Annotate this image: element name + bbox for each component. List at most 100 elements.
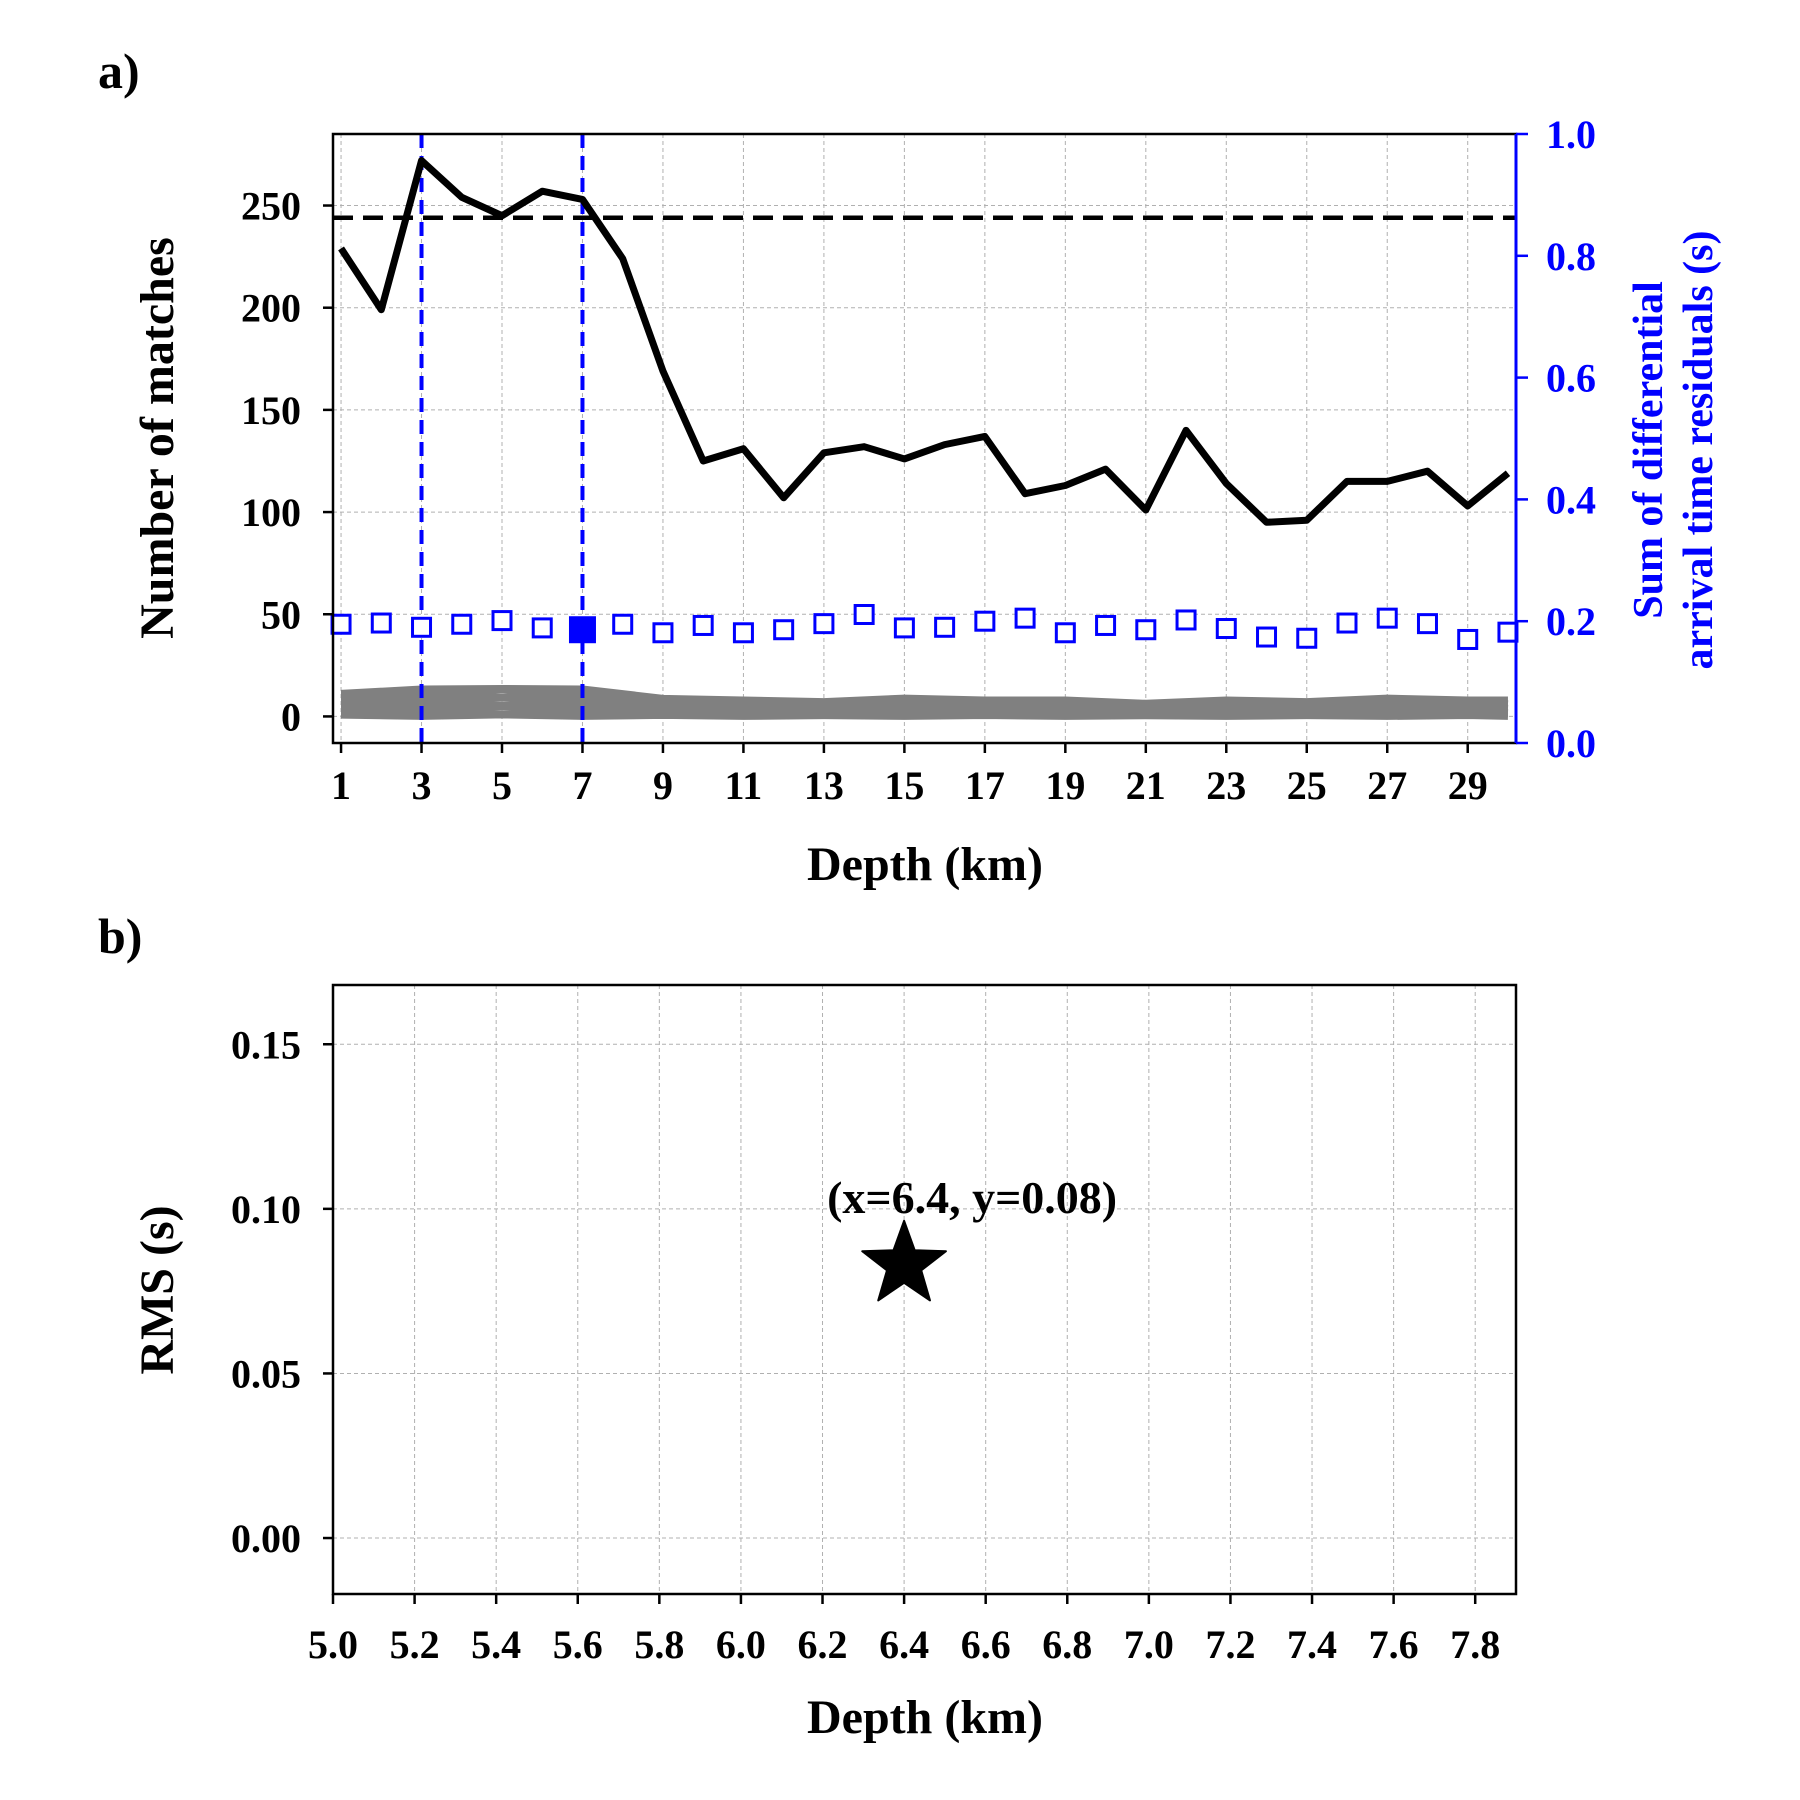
x-tick-label: 1 (331, 763, 351, 808)
x-tick-label: 9 (653, 763, 673, 808)
x-tick-label: 6.8 (1042, 1622, 1092, 1667)
x-tick-label: 27 (1367, 763, 1407, 808)
x-tick-label: 6.4 (879, 1622, 929, 1667)
residual-marker (692, 614, 714, 636)
y-tick-label: 0.00 (231, 1516, 301, 1561)
panel-a-y2-ticks: 0.0 0.2 0.4 0.6 0.8 1.0 (1514, 112, 1596, 766)
residual-marker (813, 613, 835, 635)
residual-marker (1497, 621, 1519, 643)
residual-marker (491, 610, 513, 632)
panel-b-annotation: (x=6.4, y=0.08) (827, 1172, 1117, 1223)
residual-marker (370, 612, 392, 634)
panel-a-frame (331, 132, 1518, 745)
y-tick-label: 0 (281, 694, 301, 739)
x-tick-label: 3 (412, 763, 432, 808)
x-tick-label: 17 (965, 763, 1005, 808)
panel-a-y-ticks: 0 50 100 150 200 250 (241, 184, 333, 739)
y-tick-label: 100 (241, 490, 301, 535)
panel-a-x-axis-label: Depth (km) (807, 838, 1043, 891)
y2-tick-label: 0.8 (1546, 234, 1596, 279)
residual-marker (1376, 607, 1398, 629)
residual-marker (974, 610, 996, 632)
residual-marker (1014, 607, 1036, 629)
residual-marker (1095, 614, 1117, 636)
panel-b-x-axis-label: Depth (km) (807, 1691, 1043, 1744)
x-tick-label: 7.0 (1124, 1622, 1174, 1667)
x-tick-label: 5 (492, 763, 512, 808)
panel-b-label: b) (98, 908, 142, 964)
residual-marker (1457, 628, 1479, 650)
gray-band-line (340, 684, 1508, 707)
panel-a-series (330, 157, 1519, 650)
residual-marker (1054, 622, 1076, 644)
residual-marker (531, 617, 553, 639)
panel-a-reference-lines (333, 134, 1516, 743)
panel-b-grid (332, 985, 1516, 1594)
residual-marker (773, 619, 795, 641)
x-tick-label: 23 (1206, 763, 1246, 808)
panel-a-x-ticks: 1 3 5 7 9 11 13 15 17 19 21 23 25 27 29 (331, 743, 1488, 808)
panel-a: a) 1 3 5 7 9 11 13 15 17 19 21 23 25 27 29 05010015020… (98, 43, 1722, 891)
x-tick-label: 7.2 (1205, 1622, 1255, 1667)
x-tick-label: 13 (804, 763, 844, 808)
x-tick-label: 6.2 (798, 1622, 848, 1667)
panel-a-y-axis-label: Number of matches (131, 237, 184, 639)
panel-a-y2-axis-label-line1: Sum of differential (1626, 281, 1672, 619)
residual-marker (732, 622, 754, 644)
y-tick-label: 200 (241, 286, 301, 331)
matches-line (338, 157, 1511, 526)
panel-b-points (861, 1219, 947, 1302)
x-tick-label: 7.4 (1287, 1622, 1337, 1667)
panel-b: b) 5.0 5.2 5.4 5.6 5.8 6.0 6.2 6.4 6.6 6.8 7.0 7.2 7… (98, 908, 1518, 1744)
residual-marker (853, 604, 875, 626)
y2-tick-label: 0.0 (1546, 721, 1596, 766)
panel-b-y-axis-label: RMS (s) (131, 1205, 184, 1374)
y2-tick-label: 0.4 (1546, 477, 1596, 522)
panel-a-label: a) (98, 43, 140, 99)
residual-marker (1416, 613, 1438, 635)
x-tick-label: 5.0 (308, 1622, 358, 1667)
residual-marker (330, 613, 352, 635)
residual-marker (652, 622, 674, 644)
x-tick-label: 19 (1045, 763, 1085, 808)
x-tick-label: 5.4 (471, 1622, 521, 1667)
y-tick-label: 0.10 (231, 1187, 301, 1232)
y-tick-label: 50 (261, 592, 301, 637)
residual-marker (1296, 627, 1318, 649)
y2-tick-label: 0.2 (1546, 599, 1596, 644)
panel-a-gray-band (340, 684, 1509, 720)
y-tick-label: 150 (241, 388, 301, 433)
residual-marker (1256, 626, 1278, 648)
residual-marker-highlight (568, 616, 596, 644)
residual-marker (1336, 612, 1358, 634)
x-tick-label: 5.8 (634, 1622, 684, 1667)
residual-marker (451, 613, 473, 635)
star-marker (861, 1219, 947, 1302)
x-tick-label: 15 (884, 763, 924, 808)
x-tick-label: 6.0 (716, 1622, 766, 1667)
panel-b-x-ticks: 5.0 5.2 5.4 5.6 5.8 6.0 6.2 6.4 6.6 6.8 7.0 7.2 7.4 7… (308, 1594, 1500, 1667)
residual-marker (934, 616, 956, 638)
x-tick-label: 29 (1448, 763, 1488, 808)
x-tick-label: 5.2 (390, 1622, 440, 1667)
y2-tick-label: 1.0 (1546, 112, 1596, 157)
x-tick-label: 6.6 (961, 1622, 1011, 1667)
y-tick-label: 250 (241, 184, 301, 229)
panel-a-y2-axis-label-line2: arrival time residuals (s) (1676, 231, 1722, 670)
x-tick-label: 7 (572, 763, 592, 808)
y2-tick-label: 0.6 (1546, 356, 1596, 401)
x-tick-label: 21 (1126, 763, 1166, 808)
y-tick-label: 0.15 (231, 1022, 301, 1067)
x-tick-label: 11 (725, 763, 763, 808)
x-tick-label: 7.6 (1369, 1622, 1419, 1667)
panel-a-grid (333, 134, 1516, 743)
residual-marker (1175, 609, 1197, 631)
x-tick-label: 7.8 (1450, 1622, 1500, 1667)
residual-marker (1215, 618, 1237, 640)
residual-marker (612, 613, 634, 635)
residual-marker (893, 617, 915, 639)
panel-b-frame (331, 983, 1518, 1596)
x-tick-label: 25 (1287, 763, 1327, 808)
residual-marker (1135, 619, 1157, 641)
